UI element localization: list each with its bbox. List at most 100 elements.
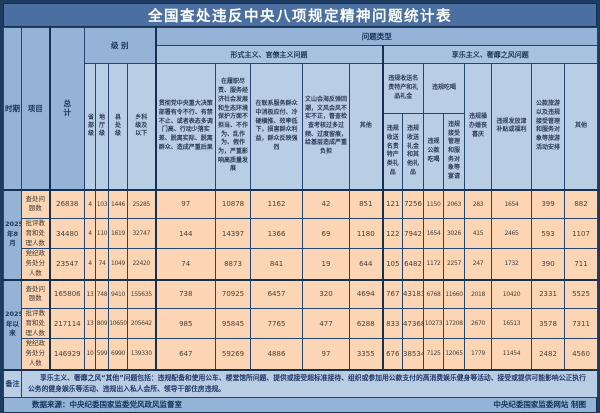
- value-cell: 841: [250, 248, 303, 280]
- value-cell: 7256: [402, 188, 424, 219]
- value-cell: 122: [381, 217, 403, 250]
- value-cell: 1049: [108, 248, 128, 280]
- period-cell: 2025年8月: [3, 188, 22, 280]
- value-cell: 139330: [127, 338, 156, 370]
- value-cell: 10273: [423, 307, 444, 340]
- value-cell: 17208: [443, 307, 465, 340]
- col-header-level-prefecture: 地厅级: [95, 63, 109, 190]
- value-cell: 320: [302, 278, 350, 309]
- value-cell: 97: [302, 338, 350, 370]
- level-label: 省部级: [87, 114, 94, 137]
- value-cell: 16513: [491, 307, 532, 340]
- value-cell: 2257: [443, 248, 465, 280]
- value-cell: 6288: [349, 307, 383, 340]
- value-cell: 4: [84, 188, 96, 219]
- value-cell: 283: [464, 188, 492, 219]
- value-cell: 4886: [250, 338, 303, 370]
- header-row-3: 省部级 地厅级 县处级 乡科级及以下 贯彻党中央重大决策部署有令不行、有禁不止、…: [4, 63, 599, 190]
- value-cell: 8873: [215, 248, 251, 280]
- value-cell: 10650: [108, 307, 128, 340]
- value-cell: 593: [531, 217, 565, 250]
- value-cell: 70925: [215, 278, 251, 309]
- item-cell: 党纪政务处分人数: [21, 248, 50, 280]
- col-header-wedding-funeral: 违规操办婚丧喜庆: [464, 63, 492, 190]
- col-header-hedonism-other: 其他: [563, 63, 599, 190]
- value-cell: 2670: [464, 307, 492, 340]
- value-cell: 4: [84, 217, 96, 250]
- value-cell: 477: [302, 307, 350, 340]
- col-header-formalism-group: 形式主义、官僚主义问题: [154, 45, 383, 64]
- value-cell: 10420: [491, 278, 532, 309]
- value-cell: 2465: [491, 217, 532, 250]
- col-header-level-group: 级 别: [84, 27, 156, 64]
- value-cell: 1654: [491, 188, 532, 219]
- value-cell: 121: [381, 188, 403, 219]
- value-cell: 599: [95, 338, 109, 370]
- value-cell: 217114: [48, 307, 85, 340]
- col-header-formalism-2: 在履职尽责、服务经济社会发展和生态环境保护方面不担当、不作为、乱作为、假作为，严…: [215, 63, 251, 190]
- table-row: 批评教育和处理人数 34480 4 110 1619 32747 144 14397 1366 6…: [4, 217, 599, 250]
- value-cell: 2331: [531, 278, 565, 309]
- item-cell: 批评教育和处理人数: [21, 307, 50, 340]
- col-header-public-dining: 违规公款吃喝: [423, 113, 444, 190]
- data-source: 数据来源：中央纪委国家监委党风政风监督室: [32, 400, 182, 410]
- value-cell: 676: [381, 338, 403, 370]
- value-cell: 7311: [563, 307, 599, 340]
- note-row: 备注 享乐主义、奢靡之风“其他”问题包括：违规配备和使用公车、楼堂馆所问题、提供…: [3, 368, 599, 398]
- level-label: 县处级: [114, 114, 121, 137]
- note-text: 享乐主义、奢靡之风“其他”问题包括：违规配备和使用公车、楼堂馆所问题、提供或接受…: [20, 368, 599, 398]
- col-header-total: 总计: [48, 27, 85, 190]
- col-header-problem-type: 问题类型: [154, 27, 599, 46]
- value-cell: 4694: [349, 278, 383, 309]
- col-header-level-province: 省部级: [84, 63, 96, 190]
- col-header-item: 项目: [21, 27, 50, 190]
- value-cell: 833: [381, 307, 403, 340]
- value-cell: 95845: [215, 307, 251, 340]
- value-cell: 47368: [402, 307, 424, 340]
- value-cell: 110: [95, 217, 109, 250]
- value-cell: 851: [349, 188, 383, 219]
- col-header-level-township: 乡科级及以下: [127, 63, 156, 190]
- value-cell: 22420: [127, 248, 156, 280]
- value-cell: 6457: [250, 278, 303, 309]
- value-cell: 1366: [250, 217, 303, 250]
- statistics-table: 时期 项目 总计 级 别 问题类型 形式主义、官僚主义问题 享乐主义、奢靡之风问…: [3, 27, 599, 398]
- note-label: 备注: [3, 368, 22, 398]
- value-cell: 1107: [563, 217, 599, 250]
- footer-bar: 数据来源：中央纪委国家监委党风政风监督室 中央纪委国家监委网站 制图: [3, 397, 597, 413]
- period-cell: 2025年以来: [3, 278, 22, 370]
- col-header-gift-money: 违规收送礼金和其他礼品: [402, 113, 424, 190]
- col-header-allowances: 违规发放津补贴或福利: [491, 63, 532, 190]
- value-cell: 205642: [127, 307, 156, 340]
- table-row: 2025年8月 查处问题数 26838 4 103 1446 25285 97 10878 116…: [3, 188, 599, 280]
- value-cell: 1162: [250, 188, 303, 219]
- credit: 中央纪委国家监委网站 制图: [493, 400, 586, 410]
- item-cell: 查处问题数: [21, 188, 50, 219]
- value-cell: 5525: [563, 278, 599, 309]
- level-label: 乡科级及以下: [135, 114, 148, 137]
- value-cell: 144: [154, 217, 216, 250]
- value-cell: 11454: [491, 338, 532, 370]
- value-cell: 3578: [531, 307, 565, 340]
- value-cell: 42: [302, 188, 350, 219]
- value-cell: 32747: [127, 217, 156, 250]
- value-cell: 415: [464, 217, 492, 250]
- value-cell: 7942: [402, 217, 424, 250]
- value-cell: 1446: [108, 188, 128, 219]
- level-label: 地厅级: [98, 114, 105, 137]
- col-header-formalism-4: 文山会海反弹回潮，文风会风不实不正，督查检查考核过多过频、过度留痕，给基层造成严…: [302, 63, 350, 190]
- value-cell: 7765: [250, 307, 303, 340]
- value-cell: 247: [464, 248, 492, 280]
- value-cell: 6990: [108, 338, 128, 370]
- value-cell: 2063: [443, 188, 465, 219]
- value-cell: 74: [95, 248, 109, 280]
- value-cell: 19: [302, 248, 350, 280]
- value-cell: 155635: [127, 278, 156, 309]
- col-header-period: 时期: [3, 27, 22, 190]
- col-header-formalism-1: 贯彻党中央重大决策部署有令不行、有禁不止、或者表态多调门高、行动少落实差、脱离实…: [154, 63, 216, 190]
- value-cell: 34480: [48, 217, 85, 250]
- col-header-gift-specialty: 违规收送名贵特产类礼品: [381, 113, 403, 190]
- value-cell: 105: [381, 248, 403, 280]
- total-label: 总计: [63, 98, 72, 118]
